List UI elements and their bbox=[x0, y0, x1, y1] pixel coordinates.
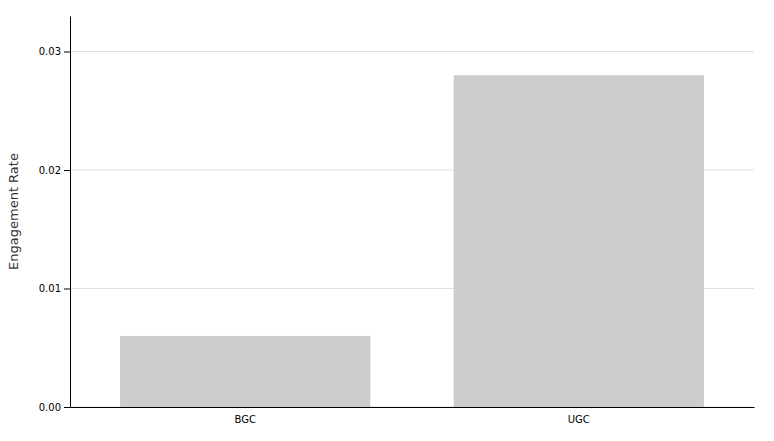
y-axis: 0.00 0.01 0.02 0.03 bbox=[39, 17, 71, 413]
chart-container: 0.00 0.01 0.02 0.03 BGC UGC Engagement Rate bbox=[0, 0, 774, 441]
x-tick-label: BGC bbox=[234, 414, 255, 425]
x-axis-line bbox=[71, 407, 755, 408]
grid-line bbox=[70, 51, 754, 52]
y-tick-label: 0.03 bbox=[39, 46, 61, 57]
bars bbox=[120, 75, 704, 407]
x-tick-label: UGC bbox=[568, 414, 590, 425]
bar bbox=[120, 336, 370, 407]
plot: 0.00 0.01 0.02 0.03 BGC UGC bbox=[39, 17, 755, 426]
x-tick: BGC bbox=[234, 414, 255, 425]
bar bbox=[454, 75, 704, 407]
y-tick-label: 0.01 bbox=[39, 283, 61, 294]
x-axis: BGC UGC bbox=[71, 408, 755, 426]
y-tick-label: 0.00 bbox=[39, 402, 61, 413]
y-tick: 0.01 bbox=[39, 283, 70, 294]
y-tick-mark bbox=[64, 52, 70, 53]
y-tick: 0.03 bbox=[39, 46, 70, 57]
y-tick: 0.02 bbox=[39, 165, 70, 176]
y-tick-label: 0.02 bbox=[39, 165, 61, 176]
y-tick-mark bbox=[64, 407, 70, 408]
y-tick: 0.00 bbox=[39, 402, 70, 413]
x-tick: UGC bbox=[568, 414, 590, 425]
y-tick-mark bbox=[64, 289, 70, 290]
y-tick-mark bbox=[64, 170, 70, 171]
y-axis-line bbox=[70, 17, 71, 408]
y-axis-title: Engagement Rate bbox=[6, 153, 21, 270]
grid bbox=[70, 52, 754, 407]
chart-svg: 0.00 0.01 0.02 0.03 BGC UGC Engagement Rate bbox=[0, 0, 774, 441]
